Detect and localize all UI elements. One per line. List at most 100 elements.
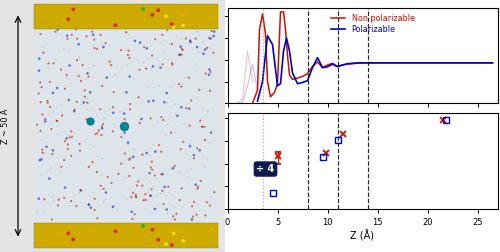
- Point: [193, 45, 201, 49]
- Point: [50, 147, 58, 151]
- Point: [129, 191, 137, 195]
- Point: [146, 116, 154, 120]
- Text: ÷ 4: ÷ 4: [256, 164, 274, 174]
- Point: [130, 155, 138, 159]
- Point: [160, 185, 168, 189]
- Non polarizable: [404, 61, 410, 64]
- Point: [67, 199, 75, 203]
- Point: [84, 71, 92, 75]
- Point: [106, 60, 114, 64]
- Point: [55, 198, 63, 202]
- Point: [196, 148, 203, 152]
- Point: [89, 33, 97, 37]
- Point: [34, 209, 42, 213]
- Point: [142, 67, 150, 71]
- Point: [142, 233, 150, 237]
- Polarizable: [454, 61, 460, 64]
- Point: [143, 46, 151, 50]
- Point: [180, 244, 188, 248]
- Point: [109, 105, 117, 109]
- Point: [138, 153, 146, 157]
- Point: [148, 160, 156, 164]
- Point: [93, 170, 101, 174]
- Point: [75, 74, 83, 78]
- Point: [198, 125, 206, 129]
- Point: [186, 39, 194, 43]
- Point: [186, 144, 194, 148]
- Non polarizable: [304, 72, 310, 75]
- Point: [33, 123, 41, 127]
- Point: [175, 82, 183, 86]
- Point: [170, 231, 177, 235]
- Point: [66, 204, 74, 208]
- Point: [131, 212, 139, 216]
- Point: [38, 112, 46, 116]
- Non polarizable: [284, 54, 290, 57]
- Point: [103, 76, 111, 80]
- Point: [102, 41, 110, 45]
- Point: [200, 40, 207, 44]
- Point: [192, 183, 200, 187]
- Polarizable: [310, 66, 316, 69]
- Point: [171, 206, 179, 210]
- Point: [50, 110, 58, 114]
- Point: [120, 117, 128, 121]
- Point: [50, 61, 58, 65]
- Point: [76, 188, 84, 192]
- Point: [73, 100, 81, 104]
- Point: [164, 185, 172, 189]
- Point: [52, 57, 60, 61]
- Non polarizable: [444, 61, 450, 64]
- Point: [207, 131, 215, 135]
- Point: [122, 30, 130, 34]
- Point: [207, 195, 215, 199]
- Point: [130, 147, 138, 151]
- Point: [179, 140, 187, 144]
- Point: [178, 81, 186, 85]
- Point: [132, 193, 140, 197]
- Point: [201, 138, 209, 142]
- Point: [96, 107, 104, 111]
- Polarizable: [300, 81, 306, 84]
- Point: [206, 37, 214, 41]
- Non polarizable: [464, 61, 470, 64]
- Point: [155, 84, 163, 88]
- Point: [48, 152, 56, 156]
- Point: [44, 101, 52, 105]
- Point: [158, 62, 166, 66]
- Point: [148, 168, 156, 172]
- Point: [139, 224, 147, 228]
- Point: [164, 211, 172, 215]
- Point: [196, 179, 204, 183]
- Point: [63, 243, 71, 247]
- Legend: Non polarizable, Polarizable: Non polarizable, Polarizable: [328, 11, 418, 38]
- Point: [106, 44, 114, 48]
- Point: [36, 173, 44, 177]
- Point: [144, 86, 152, 90]
- Point: [170, 25, 177, 29]
- Point: [175, 171, 183, 175]
- Point: [126, 56, 134, 60]
- Point: [178, 186, 186, 190]
- Point: [111, 73, 119, 77]
- Point: [178, 85, 186, 89]
- Point: [122, 47, 130, 51]
- Point: [176, 198, 184, 202]
- Point: [179, 23, 187, 27]
- Point: [208, 29, 216, 33]
- Bar: [34, 223, 218, 248]
- Point: [180, 13, 188, 17]
- Point: [146, 179, 154, 183]
- Point: [122, 197, 130, 201]
- Point: [42, 145, 50, 149]
- Point: [47, 166, 55, 170]
- Non polarizable: [364, 61, 370, 64]
- Point: [150, 99, 158, 103]
- Point: [102, 191, 110, 195]
- Point: [52, 31, 60, 35]
- Point: [167, 131, 175, 135]
- Point: [192, 37, 200, 41]
- Point: [40, 51, 48, 55]
- Point: [90, 191, 98, 195]
- Point: [136, 121, 144, 125]
